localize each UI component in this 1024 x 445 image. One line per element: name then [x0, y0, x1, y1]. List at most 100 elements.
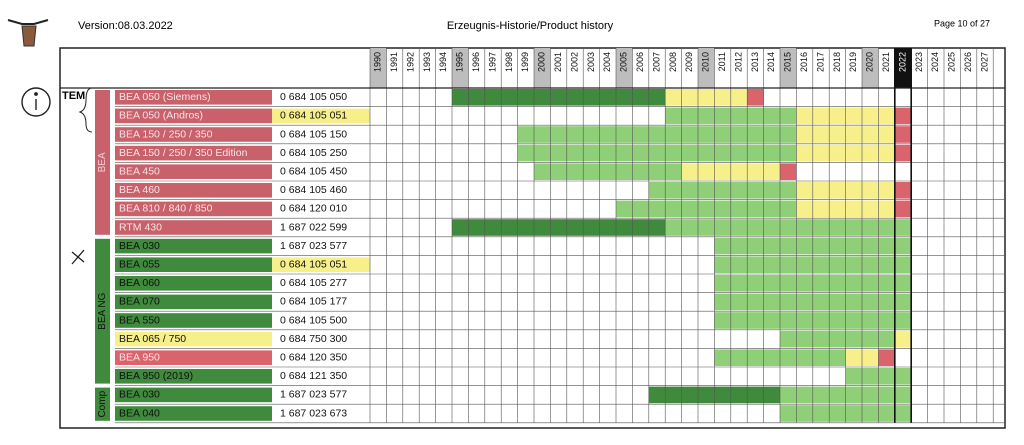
timeline-segment [878, 349, 895, 366]
timeline-segment [894, 330, 912, 348]
page-number: Page 10 of 27 [934, 18, 990, 28]
timeline-segment [648, 182, 797, 199]
timeline-segment [616, 200, 797, 218]
number-highlight [272, 257, 370, 272]
product-label: BEA 460 [119, 184, 160, 196]
year-label: 2019 [848, 52, 858, 72]
product-label: BEA 060 [119, 277, 160, 289]
year-label: 1994 [438, 52, 448, 72]
year-label: 1996 [471, 52, 481, 72]
product-label: BEA 055 [119, 258, 160, 270]
product-label-bg [115, 164, 272, 179]
product-label: BEA 050 (Andros) [119, 110, 203, 122]
brace [78, 87, 93, 133]
year-label: 2020 [865, 52, 875, 72]
part-number: 0 684 105 150 [280, 128, 347, 140]
year-label: 2027 [979, 52, 989, 72]
timeline-segment [452, 89, 666, 106]
part-number: 1 687 023 577 [280, 240, 347, 252]
part-number: 1 687 023 577 [280, 389, 347, 401]
year-label: 2000 [537, 52, 547, 72]
group-bar [95, 238, 110, 384]
part-number: 0 684 120 350 [280, 351, 347, 363]
group-label: BEA [97, 152, 108, 172]
emphasized-year-cell [616, 48, 633, 88]
group-label: Comp [97, 390, 108, 417]
product-label: RTM 430 [119, 221, 162, 233]
part-number: 0 684 105 050 [280, 91, 347, 103]
year-label: 2011 [717, 52, 727, 71]
group-bar [95, 90, 110, 235]
year-label: 2005 [619, 52, 629, 72]
table-frame [59, 47, 1006, 429]
product-label-bg [115, 145, 272, 161]
product-label-bg [115, 369, 272, 384]
year-label: 2026 [963, 52, 973, 72]
timeline-segment [517, 126, 797, 143]
year-label: 2004 [602, 52, 612, 72]
year-label: 2007 [651, 52, 661, 72]
emphasized-year-cell [452, 48, 469, 88]
product-label: BEA 050 (Siemens) [119, 91, 211, 103]
emphasized-year-cell [534, 48, 551, 88]
year-label: 1993 [422, 52, 432, 72]
cross-mark [71, 249, 85, 265]
timeline-segment [894, 126, 912, 143]
product-label: BEA 150 / 250 / 350 [119, 128, 213, 140]
doc-title: Erzeugnis-Historie/Product history [447, 20, 614, 32]
product-label: BEA 950 [119, 351, 160, 363]
timeline-segment [534, 163, 682, 180]
product-label-bg [115, 183, 272, 198]
year-label: 2025 [947, 52, 957, 72]
year-label: 2006 [635, 52, 645, 72]
year-label: 2001 [553, 52, 563, 72]
product-label: BEA 030 [119, 389, 160, 401]
product-label-bg [115, 313, 272, 328]
current-year-cell [894, 48, 912, 88]
part-number: 0 684 105 177 [280, 296, 347, 308]
year-label: 1992 [405, 52, 415, 72]
year-label: 2024 [930, 52, 940, 72]
year-label: 2013 [750, 52, 760, 72]
timeline-segment [517, 144, 797, 162]
year-label: 2021 [881, 52, 891, 72]
timeline-segment [780, 163, 797, 180]
timeline-segment [452, 219, 666, 236]
product-label-bg [115, 350, 272, 365]
product-label-bg [115, 387, 272, 403]
product-label-bg [115, 257, 272, 272]
year-label: 2003 [586, 52, 596, 72]
product-label: BEA 950 (2019) [119, 370, 193, 382]
part-number: 1 687 022 599 [280, 221, 347, 233]
emphasized-year-cell [370, 48, 387, 88]
year-label: 1999 [520, 52, 530, 72]
product-label-bg [115, 331, 272, 347]
year-label: 1991 [389, 52, 399, 72]
product-label-bg [115, 201, 272, 217]
part-number: 0 684 105 250 [280, 147, 347, 159]
year-label: 2022 [897, 52, 907, 72]
version: Version:08.03.2022 [78, 20, 173, 32]
timeline-segment [894, 200, 912, 218]
year-label: 2010 [701, 52, 711, 72]
part-number: 0 684 105 460 [280, 184, 347, 196]
product-label-bg [115, 406, 272, 421]
year-label: 2023 [914, 52, 924, 72]
group-label: BEA NG [97, 292, 108, 329]
year-label: 2018 [832, 52, 842, 72]
year-label: 2008 [668, 52, 678, 72]
year-label: 1997 [487, 52, 497, 72]
year-label: 1995 [455, 52, 465, 72]
part-number: 0 684 105 277 [280, 277, 347, 289]
timeline-segment [665, 89, 748, 106]
emphasized-year-cell [780, 48, 797, 88]
timeline-segment [780, 330, 895, 348]
product-label: BEA 065 / 750 [119, 333, 186, 345]
year-label: 2016 [799, 52, 809, 72]
part-number: 0 684 105 051 [280, 110, 347, 122]
year-label: 1998 [504, 52, 514, 72]
year-label: 2017 [815, 52, 825, 72]
timeline-segment [747, 89, 764, 106]
logo [7, 19, 49, 47]
